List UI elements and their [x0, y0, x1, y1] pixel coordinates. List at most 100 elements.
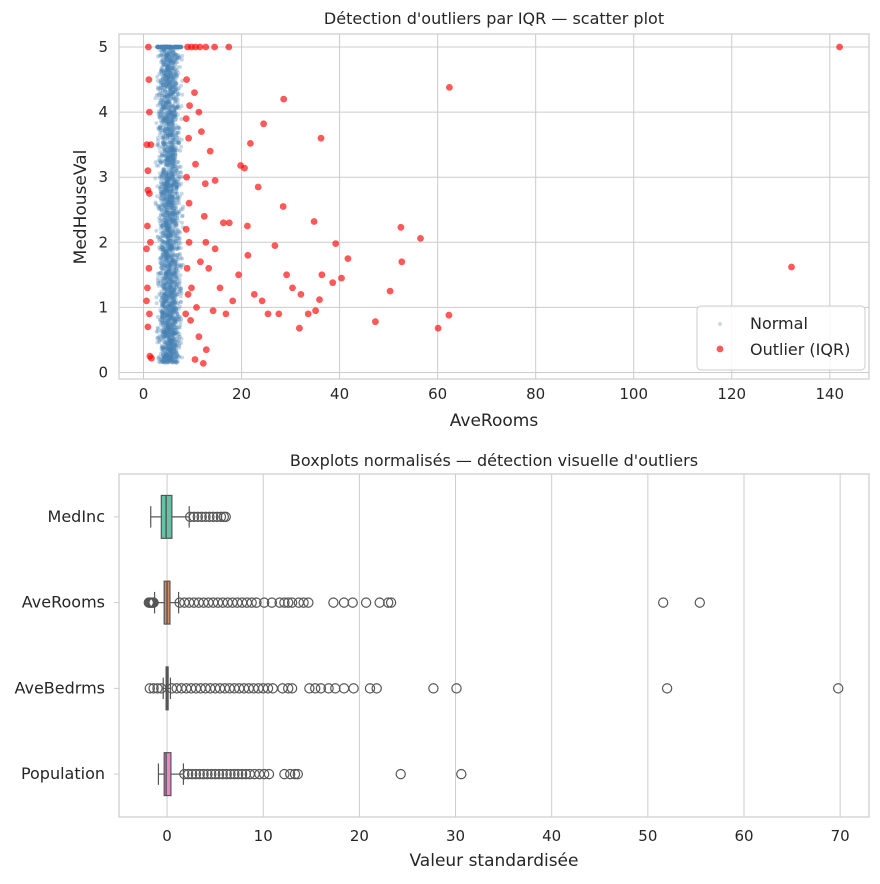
normal-point	[167, 260, 172, 265]
normal-point	[163, 216, 167, 221]
normal-point	[161, 239, 166, 244]
normal-point	[165, 53, 170, 58]
normal-point	[177, 342, 182, 347]
normal-point	[156, 356, 161, 361]
outlier-point	[201, 180, 209, 188]
normal-point	[171, 298, 176, 303]
normal-point	[170, 119, 175, 124]
normal-point	[165, 318, 170, 323]
normal-point	[170, 183, 175, 188]
legend-label-normal: Normal	[750, 314, 808, 333]
normal-point	[166, 210, 171, 215]
normal-point	[176, 71, 181, 76]
normal-point	[159, 130, 164, 135]
normal-point	[161, 351, 166, 355]
normal-point	[170, 341, 174, 346]
normal-point	[161, 83, 165, 88]
normal-point	[169, 153, 173, 157]
normal-point	[161, 72, 166, 77]
normal-point	[163, 196, 168, 200]
normal-point	[159, 193, 164, 198]
normal-point	[168, 72, 173, 77]
normal-point	[167, 258, 172, 263]
normal-point	[175, 181, 180, 186]
normal-point	[173, 192, 177, 196]
normal-point	[160, 319, 165, 324]
normal-point	[160, 315, 165, 320]
normal-point	[160, 230, 165, 235]
normal-point	[164, 77, 169, 82]
normal-point	[163, 209, 168, 214]
normal-point	[174, 359, 179, 364]
normal-point	[155, 136, 160, 140]
normal-point	[168, 86, 173, 91]
normal-point	[170, 66, 175, 71]
normal-point	[161, 70, 166, 75]
normal-point	[177, 280, 182, 285]
normal-point	[167, 253, 172, 258]
normal-point	[164, 297, 169, 302]
normal-point	[167, 220, 172, 225]
normal-point	[165, 155, 170, 160]
normal-point	[165, 318, 170, 323]
normal-point	[169, 103, 173, 108]
normal-point	[172, 224, 177, 229]
normal-point	[168, 104, 173, 109]
normal-point	[179, 83, 184, 88]
normal-point	[176, 130, 180, 135]
normal-point	[159, 266, 164, 270]
normal-point	[166, 184, 171, 189]
normal-point	[162, 127, 167, 131]
normal-point	[170, 116, 175, 121]
normal-point	[164, 219, 169, 224]
boxplot-outlier	[194, 768, 205, 780]
normal-point	[172, 331, 177, 336]
normal-point	[174, 65, 179, 70]
normal-point	[169, 238, 174, 243]
normal-point	[169, 194, 174, 199]
outlier-points	[143, 43, 843, 367]
normal-point	[158, 336, 163, 341]
normal-point	[177, 251, 182, 256]
normal-point	[170, 211, 174, 216]
normal-point	[172, 288, 177, 293]
normal-point	[167, 320, 172, 325]
normal-point	[174, 352, 179, 357]
normal-point	[161, 202, 166, 207]
normal-point	[165, 328, 170, 332]
normal-point	[168, 160, 173, 165]
normal-point	[158, 149, 163, 154]
normal-point	[162, 320, 167, 325]
normal-point	[172, 198, 177, 202]
normal-point	[169, 194, 174, 199]
normal-point	[160, 308, 165, 313]
normal-point	[173, 206, 178, 211]
normal-point	[167, 175, 172, 180]
normal-point	[168, 109, 173, 114]
normal-point	[179, 104, 184, 109]
boxplot-outlier	[310, 683, 321, 694]
normal-point	[159, 176, 164, 181]
normal-point	[160, 140, 165, 145]
normal-point	[170, 201, 174, 206]
normal-point	[175, 185, 179, 190]
normal-point	[168, 230, 173, 235]
normal-point	[169, 342, 174, 347]
normal-point	[173, 211, 178, 215]
normal-point	[165, 188, 170, 193]
normal-point	[172, 323, 177, 328]
normal-point	[172, 183, 177, 188]
normal-point	[174, 74, 179, 79]
normal-point	[167, 217, 172, 222]
normal-point	[161, 197, 166, 202]
normal-point	[167, 159, 172, 164]
normal-point	[166, 102, 171, 107]
normal-point	[165, 134, 170, 138]
normal-point	[162, 121, 167, 126]
normal-point	[168, 259, 173, 264]
normal-point	[166, 242, 171, 247]
normal-point	[169, 248, 174, 253]
normal-point	[174, 305, 179, 310]
normal-point	[168, 340, 173, 345]
normal-point	[165, 69, 170, 74]
